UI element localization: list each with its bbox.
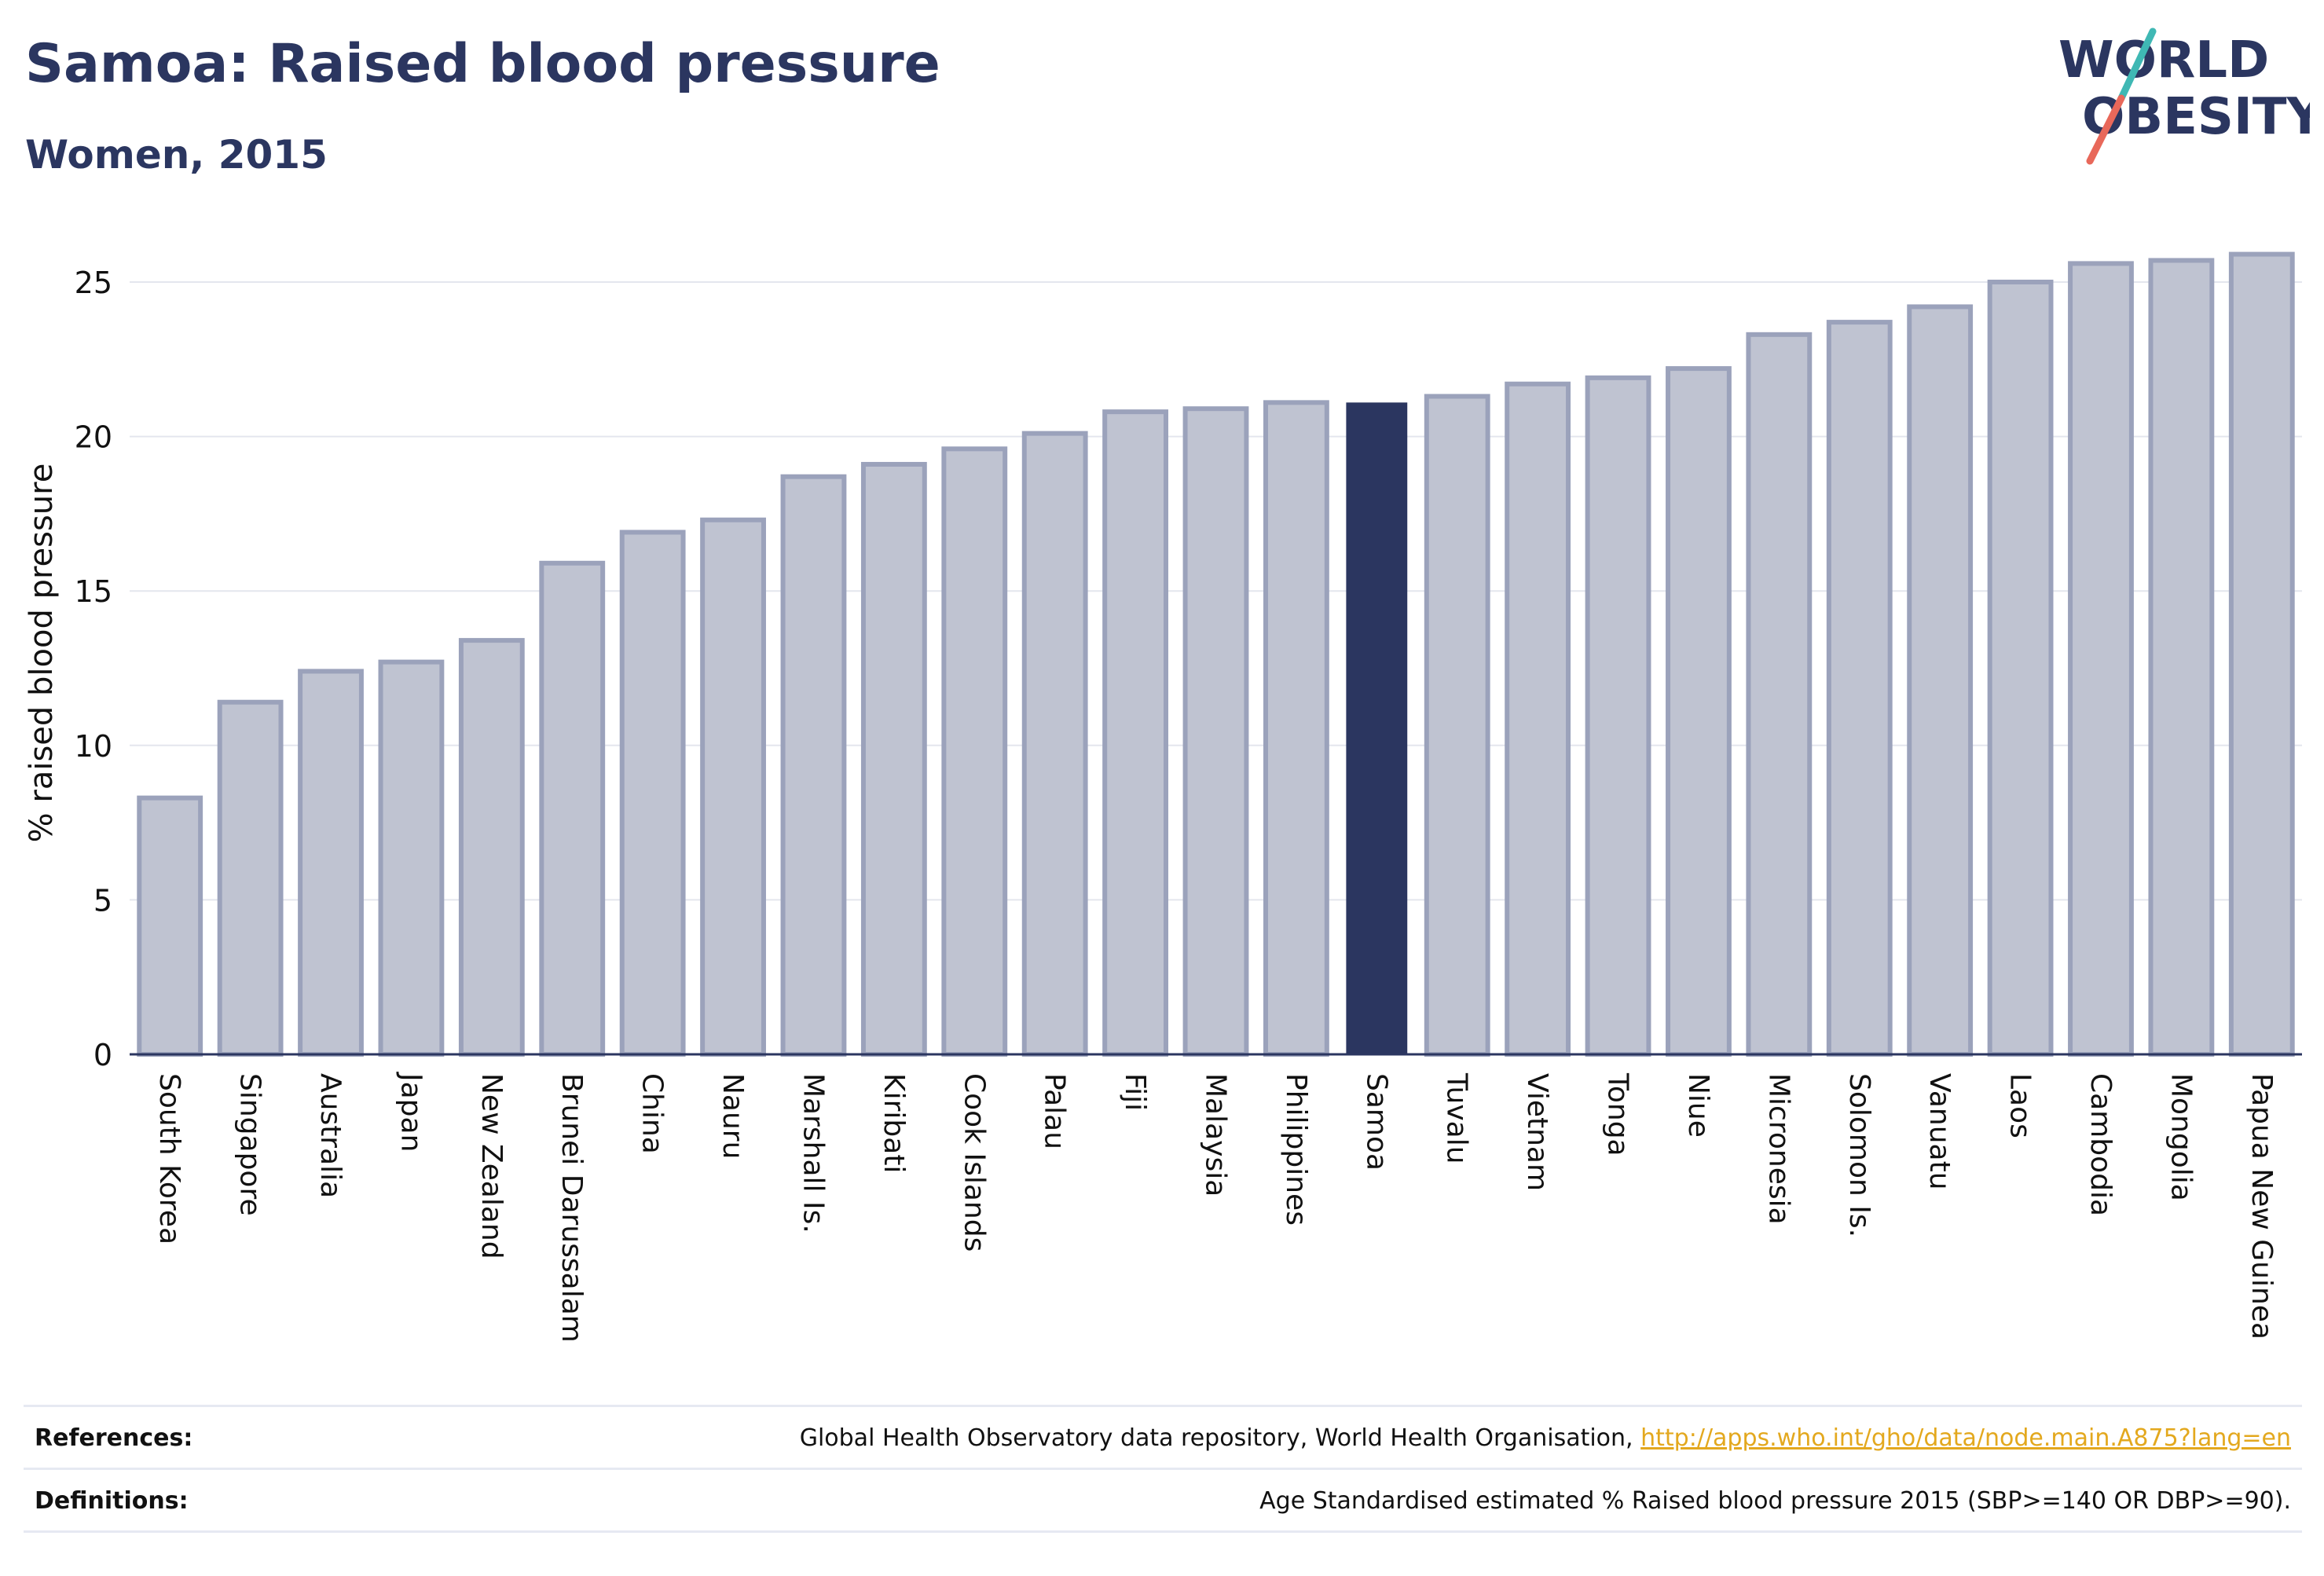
x-tick-label: South Korea [153,1073,185,1244]
bar-marshall-is- [780,474,847,1057]
bar-brunei-darussalam [539,560,606,1057]
y-tick-label: 15 [75,574,112,609]
y-axis-label: % raised blood pressure [24,464,60,843]
definitions-row: Definitions: Age Standardised estimated … [24,1468,2302,1533]
logo-slash-teal [2117,27,2157,102]
x-tick-label: China [636,1073,669,1154]
definitions-label: Definitions: [35,1487,189,1515]
x-tick-label: Micronesia [1762,1073,1794,1225]
x-tick-label: Marshall Is. [797,1073,829,1233]
x-tick-label: Tonga [1602,1072,1634,1156]
bar-laos [1987,279,2054,1057]
x-tick-label: Singapore [234,1073,266,1216]
bar-singapore [217,699,284,1057]
bar-niue [1666,366,1732,1057]
bar-south-korea [137,795,203,1057]
bar-solomon-is- [1826,320,1893,1057]
references-label: References: [35,1424,193,1452]
footer-divider [24,1530,2302,1533]
world-obesity-logo: WORLD OBESITY [2058,27,2310,165]
bar-papua-new-guinea [2228,251,2295,1057]
bar-cook-islands [941,446,1008,1057]
x-tick-label: Palau [1039,1073,1071,1149]
logo-line-world: WORLD [2058,31,2269,90]
y-tick-label: 10 [75,729,112,764]
x-tick-label: Brunei Darussalam [555,1073,588,1343]
x-tick-label: Samoa [1360,1073,1392,1171]
bar-new-zealand [458,638,525,1057]
definitions-value: Age Standardised estimated % Raised bloo… [1259,1487,2291,1515]
references-text: Global Health Observatory data repositor… [799,1424,1633,1452]
bar-australia [298,669,364,1057]
x-tick-label: Malaysia [1200,1073,1232,1197]
bar-tuvalu [1424,394,1490,1057]
x-tick-label: Australia [314,1073,346,1198]
x-tick-label: Nauru [717,1073,749,1159]
bar-china [619,530,686,1057]
bar-samoa [1346,402,1408,1054]
chart-subtitle: Women, 2015 [25,132,328,178]
bar-micronesia [1746,332,1813,1057]
x-tick-label: Fiji [1119,1073,1151,1111]
bar-mongolia [2148,258,2215,1057]
y-tick-label: 0 [93,1038,112,1072]
y-tick-label: 5 [93,883,112,918]
x-tick-label: Solomon Is. [1843,1073,1875,1237]
x-tick-label: Mongolia [2165,1073,2197,1201]
axes: 0 5 10 15 20 25 South Korea Singapore Australia J… [75,266,2302,1343]
bar-vanuatu [1907,304,1974,1057]
x-tick-label: Papua New Guinea [2245,1073,2278,1340]
chart-title: Samoa: Raised blood pressure [25,33,940,95]
bars [137,251,2295,1057]
bar-fiji [1102,409,1169,1057]
y-tick-label: 25 [75,266,112,300]
x-tick-label: Vanuatu [1923,1073,1956,1190]
y-tick-label: 20 [75,420,112,455]
x-tick-label: Cambodia [2084,1073,2117,1216]
x-tick-label: Cook Islands [958,1073,990,1252]
logo-slash-coral [2086,94,2125,165]
references-row: References: Global Health Observatory da… [24,1405,2302,1470]
bar-kiribati [860,461,927,1057]
references-link[interactable]: http://apps.who.int/gho/data/node.main.A… [1640,1424,2291,1452]
bar-vietnam [1505,381,1571,1057]
x-tick-label: Philippines [1280,1073,1312,1226]
bar-japan [378,659,445,1057]
x-tick-label: New Zealand [475,1073,508,1259]
bar-cambodia [2068,261,2134,1057]
references-value: Global Health Observatory data repositor… [800,1424,2291,1452]
bar-chart: 0 5 10 15 20 25 South Korea Singapore Australia J… [24,251,2302,1343]
bar-palau [1021,431,1088,1057]
x-tick-label: Japan [394,1072,427,1152]
x-tick-label: Laos [2004,1073,2036,1138]
bar-tonga [1585,375,1651,1057]
x-tick-label: Tuvalu [1441,1072,1473,1164]
bar-malaysia [1182,406,1249,1057]
x-tick-label: Kiribati [878,1073,910,1173]
bar-philippines [1263,400,1329,1057]
x-tick-label: Vietnam [1521,1073,1553,1191]
x-tick-label: Niue [1682,1073,1714,1138]
bar-nauru [700,517,766,1057]
